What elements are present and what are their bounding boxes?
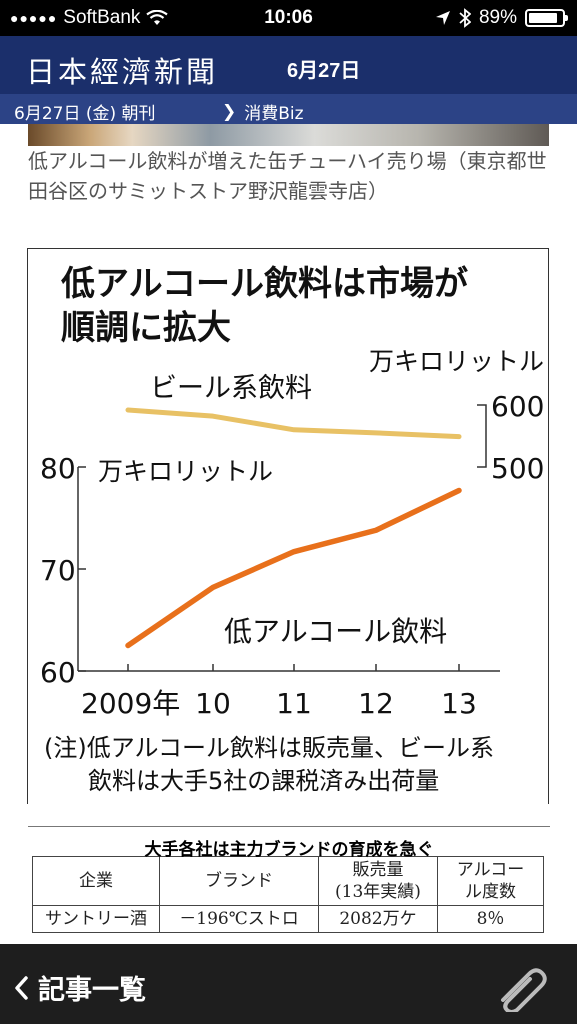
series-line-beer — [125, 407, 462, 440]
location-icon — [435, 11, 450, 25]
status-bar: ●●●●● SoftBank 10:06 89% — [0, 0, 577, 36]
issue-date: 6月27日 — [287, 60, 361, 82]
newspaper-logo: 日本經濟新聞 — [26, 55, 219, 89]
table-header: 企業 — [32, 856, 160, 906]
battery-icon — [525, 9, 568, 27]
chart-note-line2: 飲料は大手5社の課税済み出荷量 — [88, 767, 439, 795]
line-chart: 低アルコール飲料は市場が 順調に拡大 万キロリットル ビール系飲料 万キロリット… — [40, 264, 544, 795]
paperclip-icon[interactable] — [489, 962, 553, 1012]
category-label: 消費Biz — [244, 104, 304, 124]
battery-fill — [529, 13, 558, 23]
right-axis-unit: 万キロリットル — [369, 347, 544, 376]
chevron-left-icon — [15, 975, 28, 1000]
table-header: アルコー ル度数 — [437, 856, 544, 906]
carrier-label: SoftBank — [63, 7, 141, 28]
table-header: ブランド — [159, 856, 319, 906]
chart-title-line1: 低アルコール飲料は市場が — [61, 264, 468, 304]
series-line-low-alcohol — [125, 487, 462, 649]
table-header-row: 企業 ブランド 販売量 (13年実績) アルコー ル度数 — [32, 856, 544, 906]
status-right: 89% — [435, 7, 568, 29]
signal-icon: ●●●●● — [10, 10, 58, 26]
back-to-list-label: 記事一覧 — [38, 975, 146, 1006]
x-axis-tick-label: 11 — [276, 687, 312, 720]
wifi-icon — [146, 10, 169, 25]
series-label-beer: ビール系飲料 — [150, 373, 312, 404]
x-axis-tick-label: 2009年 — [81, 687, 180, 720]
table-cell: 2082万ケ — [318, 905, 438, 933]
right-axis-tick-label: 500 — [491, 452, 544, 485]
left-axis-unit: 万キロリットル — [98, 457, 273, 486]
brand-table: 企業 ブランド 販売量 (13年実績) アルコー ル度数 サントリー酒 －196… — [32, 856, 544, 933]
series-label-low-alcohol: 低アルコール飲料 — [224, 615, 447, 648]
masthead: 日本經濟新聞 6月27日 — [0, 36, 577, 94]
left-axis-tick-label: 60 — [40, 656, 76, 689]
chart-figure: 低アルコール飲料は市場が 順調に拡大 万キロリットル ビール系飲料 万キロリット… — [27, 248, 549, 804]
edition-label: 6月27日 (金) 朝刊 — [14, 104, 156, 124]
brand-table-section: 大手各社は主力ブランドの育成を急ぐ 企業 ブランド 販売量 (13年実績) アル… — [28, 826, 550, 944]
table-header: 販売量 (13年実績) — [318, 856, 438, 906]
photo-caption: 低アルコール飲料が増えた缶チューハイ売り場（東京都世田谷区のサミットストア野沢龍… — [28, 149, 547, 203]
chart-title-line2: 順調に拡大 — [61, 308, 231, 348]
x-axis-tick-label: 10 — [195, 687, 231, 720]
table-cell: 8％ — [437, 905, 544, 933]
bottom-toolbar: 記事一覧 — [0, 944, 577, 1024]
right-axis-bracket — [477, 404, 487, 468]
chevron-right-icon: ❯ — [222, 101, 237, 122]
status-left: ●●●●● SoftBank — [10, 7, 169, 29]
x-axis-tick-label: 12 — [358, 687, 394, 720]
table-cell: －196℃ストロ — [159, 905, 319, 933]
table-cell: サントリー酒 — [32, 905, 160, 933]
table-title: 大手各社は主力ブランドの育成を急ぐ — [28, 826, 550, 860]
left-axis-tick-label: 80 — [40, 452, 76, 485]
chart-note-line1: (注)低アルコール飲料は販売量、ビール系 — [44, 734, 494, 762]
bluetooth-icon — [459, 8, 471, 28]
x-axis-tick-label: 13 — [441, 687, 477, 720]
category-link[interactable]: ❯ 消費Biz — [222, 99, 304, 125]
right-axis-tick-label: 600 — [491, 390, 544, 423]
clock: 10:06 — [264, 7, 313, 28]
back-to-list-button[interactable]: 記事一覧 — [14, 968, 146, 1007]
edition-bar: 6月27日 (金) 朝刊 ❯ 消費Biz — [0, 94, 577, 124]
left-axis-tick-label: 70 — [40, 554, 76, 587]
battery-percent: 89% — [478, 7, 517, 28]
table-row: サントリー酒 －196℃ストロ 2082万ケ 8％ — [32, 905, 544, 933]
article-photo — [28, 124, 549, 146]
